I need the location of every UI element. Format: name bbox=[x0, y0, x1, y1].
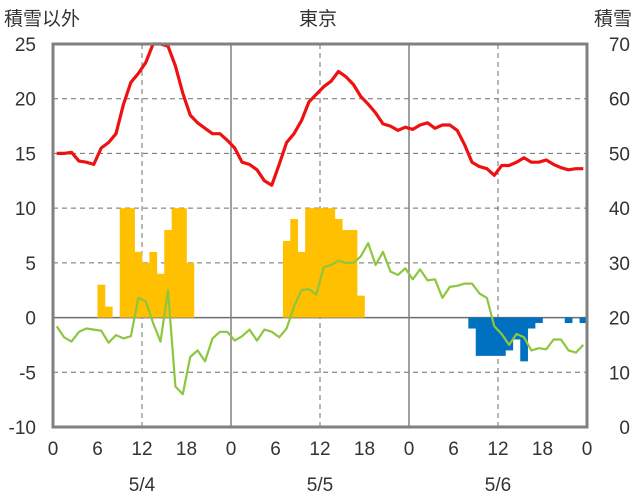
line-series bbox=[55, 42, 585, 396]
left-tick-label: -10 bbox=[9, 418, 36, 439]
blue-bar bbox=[475, 317, 484, 356]
orange-bar bbox=[305, 208, 313, 318]
orange-bar bbox=[119, 208, 128, 318]
orange-bar bbox=[171, 208, 180, 318]
x-tick-label: 6 bbox=[448, 439, 459, 460]
orange-bar bbox=[134, 251, 143, 318]
orange-bar bbox=[186, 262, 195, 318]
blue-bar bbox=[498, 317, 506, 356]
blue-bar bbox=[505, 317, 514, 351]
x-tick-label: 0 bbox=[404, 439, 415, 460]
blue-bar bbox=[468, 317, 477, 329]
orange-bar bbox=[97, 284, 106, 318]
x-tick-label: 18 bbox=[354, 439, 375, 460]
orange-bar bbox=[290, 219, 299, 318]
x-tick-label: 18 bbox=[532, 439, 553, 460]
orange-bar bbox=[179, 208, 187, 318]
x-tick-label: 6 bbox=[270, 439, 281, 460]
left-tick-label: 10 bbox=[15, 199, 36, 220]
orange-bar bbox=[282, 240, 291, 318]
x-tick-label: 0 bbox=[582, 439, 593, 460]
x-tick-label: 6 bbox=[92, 439, 103, 460]
x-tick-label: 12 bbox=[487, 439, 508, 460]
orange-bar bbox=[334, 219, 343, 318]
date-label: 5/6 bbox=[485, 475, 511, 496]
left-tick-label: 0 bbox=[25, 309, 36, 330]
orange-bar bbox=[320, 208, 328, 318]
blue-bar bbox=[564, 317, 573, 324]
orange-bar bbox=[164, 230, 172, 318]
orange-bar bbox=[297, 251, 306, 318]
right-tick-label: 0 bbox=[619, 418, 630, 439]
x-tick-label: 12 bbox=[131, 439, 152, 460]
x-tick-label: 0 bbox=[48, 439, 59, 460]
left-tick-label: 5 bbox=[25, 254, 36, 275]
left-axis-title: 積雪以外 bbox=[4, 8, 80, 30]
right-tick-label: 10 bbox=[609, 363, 630, 384]
right-tick-label: 50 bbox=[609, 144, 630, 165]
x-tick-label: 0 bbox=[226, 439, 237, 460]
left-tick-label: 25 bbox=[15, 35, 36, 56]
orange-bar bbox=[127, 208, 135, 318]
right-tick-label: 60 bbox=[609, 90, 630, 111]
right-tick-label: 40 bbox=[609, 199, 630, 220]
orange-bar bbox=[357, 295, 365, 318]
blue-bar bbox=[535, 317, 543, 324]
blue-bar bbox=[483, 317, 491, 356]
orange-bar bbox=[104, 306, 113, 318]
green-series-line bbox=[55, 242, 585, 396]
orange-bar bbox=[156, 273, 165, 318]
date-label: 5/5 bbox=[307, 475, 333, 496]
blue-bar bbox=[527, 317, 536, 329]
right-tick-label: 70 bbox=[609, 35, 630, 56]
left-tick-label: 20 bbox=[15, 90, 36, 111]
red-series-line bbox=[56, 42, 584, 187]
plot-border bbox=[51, 42, 589, 429]
orange-bar bbox=[142, 262, 150, 318]
x-tick-label: 18 bbox=[176, 439, 197, 460]
axis-labels: 積雪以外 東京 積雪 2520151050-5-1070605040302010… bbox=[4, 8, 632, 496]
right-tick-label: 20 bbox=[609, 309, 630, 330]
left-tick-label: -5 bbox=[19, 363, 36, 384]
orange-bar bbox=[349, 230, 358, 318]
orange-bar bbox=[327, 208, 336, 318]
plot-frame bbox=[51, 42, 589, 429]
blue-bar bbox=[512, 317, 521, 340]
orange-bar bbox=[149, 251, 158, 318]
orange-bar bbox=[342, 230, 350, 318]
blue-bar bbox=[579, 317, 588, 324]
date-label: 5/4 bbox=[129, 475, 156, 496]
blue-bar bbox=[490, 317, 499, 356]
bar-series bbox=[97, 208, 588, 362]
orange-bar bbox=[312, 208, 321, 318]
chart-title: 東京 bbox=[299, 8, 337, 30]
left-tick-label: 15 bbox=[15, 144, 36, 165]
right-axis-title: 積雪 bbox=[594, 8, 632, 30]
right-tick-label: 30 bbox=[609, 254, 630, 275]
x-tick-label: 12 bbox=[309, 439, 330, 460]
